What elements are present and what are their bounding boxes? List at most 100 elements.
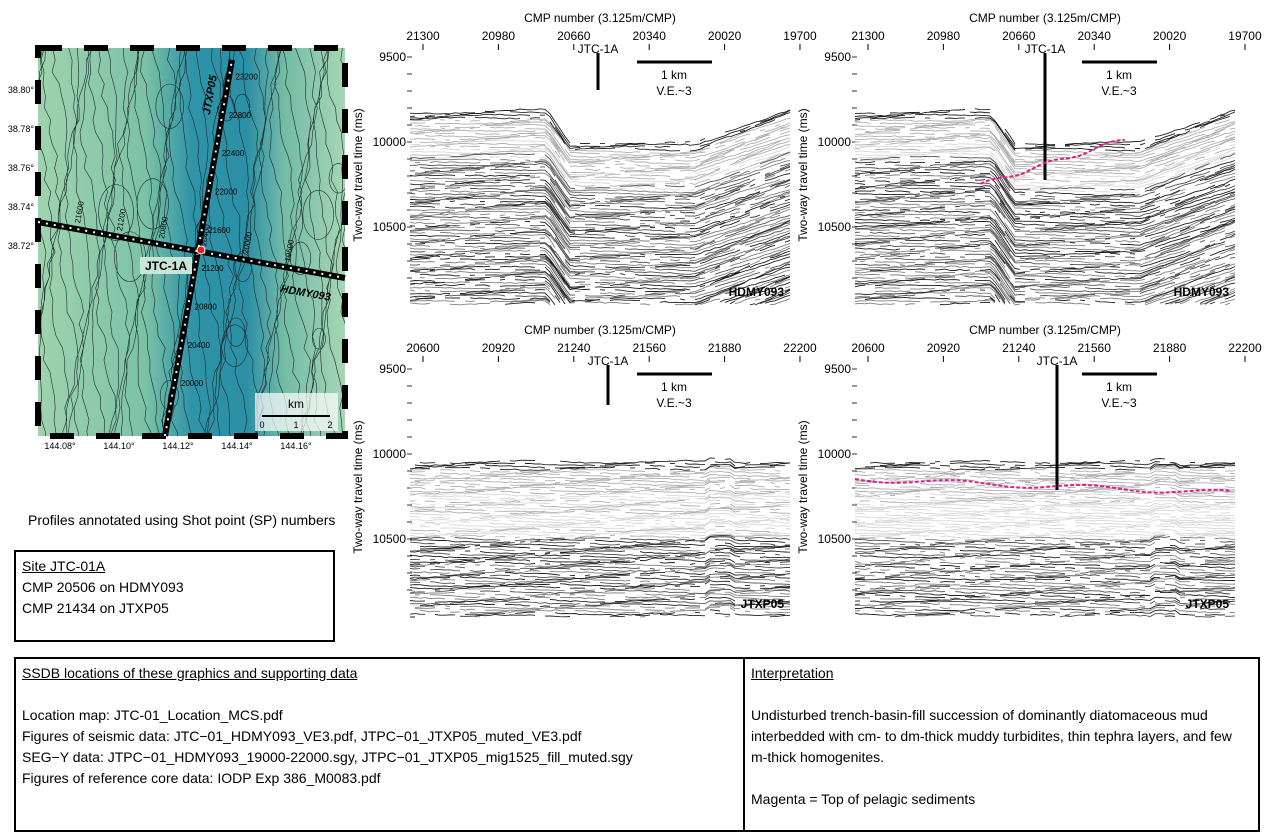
interpretation-box: Interpretation Undisturbed trench-basin-… — [743, 657, 1260, 832]
sp-label: 22000 — [215, 188, 238, 197]
y-tick-label: 10500 — [373, 220, 407, 234]
site-line: CMP 20506 on HDMY093 — [22, 577, 327, 598]
sp-label: 22800 — [229, 111, 252, 120]
lat-label: 38.76° — [8, 163, 35, 173]
scale-tick: 1 — [293, 420, 298, 430]
scale-label: 1 km — [661, 68, 687, 82]
sp-label: 23200 — [236, 73, 259, 82]
page: JTC-1A JTXP05 HDMY093 23200 22800 22400 22000 2… — [0, 0, 1266, 825]
y-tick-label: 9500 — [379, 50, 406, 64]
scale-tick: 2 — [327, 420, 332, 430]
x-axis-title: CMP number (3.125m/CMP) — [524, 11, 676, 25]
lat-label: 38.74° — [8, 202, 35, 212]
lat-label: 38.80° — [8, 85, 35, 95]
site-title: Site JTC-01A — [22, 556, 327, 577]
seismic-panel: CMP number (3.125m/CMP) 20600 20920 21240 21… — [796, 323, 1262, 617]
y-tick-label: 9500 — [824, 362, 851, 376]
x-tick-label: 21240 — [557, 341, 591, 355]
profile-label: HDMY093 — [1174, 285, 1230, 299]
x-tick-label: 20020 — [708, 29, 742, 43]
lat-label: 38.78° — [8, 124, 35, 134]
y-tick-label: 10500 — [818, 532, 852, 546]
x-tick-label: 20660 — [557, 29, 591, 43]
ssdb-line: Figures of seismic data: JTC−01_HDMY093_… — [22, 726, 737, 747]
lon-label: 144.08° — [44, 441, 76, 451]
y-axis-title: Two-way travel time (ms) — [351, 108, 365, 241]
y-tick-label: 9500 — [824, 50, 851, 64]
interpretation-title: Interpretation — [751, 663, 1252, 684]
x-tick-label: 20920 — [927, 341, 961, 355]
x-axis-title: CMP number (3.125m/CMP) — [969, 11, 1121, 25]
site-label: JTC-1A — [1025, 42, 1066, 56]
scale-label: 1 km — [661, 380, 687, 394]
x-tick-label: 21560 — [633, 341, 667, 355]
profile-label: JTXP05 — [1186, 597, 1230, 611]
ssdb-box: SSDB locations of these graphics and sup… — [14, 657, 745, 832]
y-tick-label: 10500 — [818, 220, 852, 234]
scale-title: km — [288, 397, 304, 411]
x-tick-label: 20020 — [1153, 29, 1187, 43]
x-tick-label: 21880 — [1153, 341, 1187, 355]
sp-label: 20000 — [181, 379, 204, 388]
x-tick-label: 21300 — [851, 29, 885, 43]
site-label: JTC-1A — [1037, 354, 1078, 368]
x-tick-label: 20600 — [851, 341, 885, 355]
y-axis-title: Two-way travel time (ms) — [796, 108, 810, 241]
site-label: JTC-1A — [578, 42, 619, 56]
y-tick-label: 10000 — [373, 447, 407, 461]
x-tick-label: 20340 — [633, 29, 667, 43]
ve-label: V.E.~3 — [1101, 396, 1137, 410]
y-axis-title: Two-way travel time (ms) — [351, 420, 365, 553]
lon-label: 144.14° — [221, 441, 253, 451]
x-tick-label: 21300 — [406, 29, 440, 43]
x-tick-label: 19700 — [783, 29, 817, 43]
x-tick-label: 20920 — [482, 341, 516, 355]
sp-label: 21600 — [208, 226, 231, 235]
sp-label: 20400 — [188, 341, 211, 350]
interp-paragraph: Undisturbed trench-basin-fill succession… — [751, 705, 1252, 768]
sp-label: 20800 — [195, 303, 218, 312]
scale-label: 1 km — [1106, 68, 1132, 82]
ssdb-line: Figures of reference core data: IODP Exp… — [22, 768, 737, 789]
x-axis-title: CMP number (3.125m/CMP) — [524, 323, 676, 337]
site-box: Site JTC-01A CMP 20506 on HDMY093CMP 214… — [14, 550, 335, 642]
interp-paragraph: Magenta = Top of pelagic sediments — [751, 789, 1252, 810]
x-tick-label: 20600 — [406, 341, 440, 355]
x-tick-label: 21240 — [1002, 341, 1036, 355]
x-tick-label: 21880 — [708, 341, 742, 355]
x-tick-label: 20980 — [482, 29, 516, 43]
y-tick-label: 10000 — [818, 447, 852, 461]
ssdb-line: SEG−Y data: JTPC−01_HDMY093_19000-22000.… — [22, 747, 737, 768]
ve-label: V.E.~3 — [1101, 84, 1137, 98]
ve-label: V.E.~3 — [656, 396, 692, 410]
seismic-reflectors — [410, 492, 790, 536]
seismic-panel: CMP number (3.125m/CMP) 20600 20920 21240 21… — [351, 323, 817, 617]
lon-label: 144.12° — [162, 441, 194, 451]
x-tick-label: 20660 — [1002, 29, 1036, 43]
x-tick-label: 20340 — [1078, 29, 1112, 43]
profile-label: JTXP05 — [741, 597, 785, 611]
lon-label: 144.16° — [280, 441, 312, 451]
seismic-reflectors — [410, 109, 790, 305]
ssdb-title: SSDB locations of these graphics and sup… — [22, 663, 737, 684]
site-line: CMP 21434 on JTXP05 — [22, 598, 327, 619]
site-label: JTC-1A — [145, 259, 187, 273]
y-axis-title: Two-way travel time (ms) — [796, 420, 810, 553]
x-axis-title: CMP number (3.125m/CMP) — [969, 323, 1121, 337]
site-label: JTC-1A — [588, 354, 629, 368]
sp-label: 21200 — [201, 264, 224, 273]
note: Profiles annotated using Shot point (SP)… — [28, 510, 338, 530]
lon-label: 144.10° — [103, 441, 135, 451]
sp-label: 22400 — [222, 149, 245, 158]
map: JTC-1AJTXP05HDMY093232002280022400220002… — [8, 40, 371, 451]
x-tick-label: 20980 — [927, 29, 961, 43]
y-tick-label: 10000 — [373, 135, 407, 149]
x-tick-label: 19700 — [1228, 29, 1262, 43]
scale-tick: 0 — [259, 420, 264, 430]
x-tick-label: 22200 — [1228, 341, 1262, 355]
y-tick-label: 10500 — [373, 532, 407, 546]
ve-label: V.E.~3 — [656, 84, 692, 98]
scale-label: 1 km — [1106, 380, 1132, 394]
lat-label: 38.72° — [8, 241, 35, 251]
y-tick-label: 9500 — [379, 362, 406, 376]
